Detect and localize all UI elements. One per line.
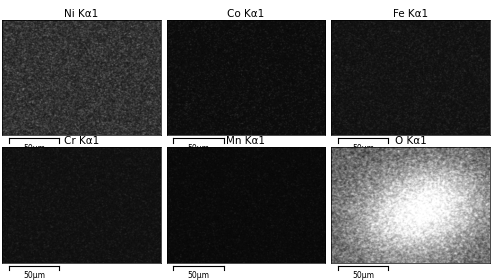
Title: O Kα1: O Kα1 — [395, 136, 427, 146]
Title: Cr Kα1: Cr Kα1 — [64, 136, 99, 146]
Text: 50μm: 50μm — [187, 271, 210, 280]
Title: Mn Kα1: Mn Kα1 — [226, 136, 266, 146]
Text: 50μm: 50μm — [23, 271, 45, 280]
Title: Fe Kα1: Fe Kα1 — [393, 9, 428, 19]
Text: 50μm: 50μm — [352, 271, 374, 280]
Title: Co Kα1: Co Kα1 — [227, 9, 265, 19]
Title: Ni Kα1: Ni Kα1 — [64, 9, 99, 19]
Text: 50μm: 50μm — [23, 144, 45, 153]
Text: 50μm: 50μm — [187, 144, 210, 153]
Text: 50μm: 50μm — [352, 144, 374, 153]
